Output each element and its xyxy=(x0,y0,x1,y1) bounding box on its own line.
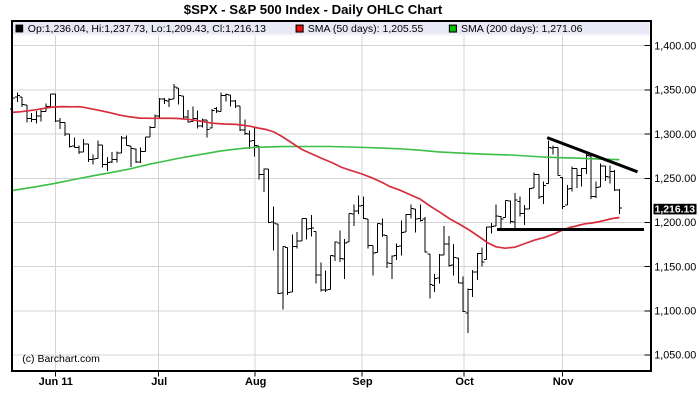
svg-text:Op:1,236.04, Hi:1,237.73, Lo:1: Op:1,236.04, Hi:1,237.73, Lo:1,209.43, C… xyxy=(28,23,266,35)
svg-text:Jun 11: Jun 11 xyxy=(39,376,73,388)
svg-text:SMA (200 days): 1,271.06: SMA (200 days): 1,271.06 xyxy=(461,23,583,35)
svg-text:Nov: Nov xyxy=(553,376,575,388)
svg-text:1,350.00: 1,350.00 xyxy=(654,85,696,97)
svg-text:Jul: Jul xyxy=(151,376,167,388)
svg-text:1,150.00: 1,150.00 xyxy=(654,261,696,273)
svg-text:$SPX - S&P 500 Index - Daily O: $SPX - S&P 500 Index - Daily OHLC Chart xyxy=(184,2,443,17)
svg-text:(c) Barchart.com: (c) Barchart.com xyxy=(22,353,100,365)
svg-text:1,300.00: 1,300.00 xyxy=(654,129,696,141)
svg-text:Sep: Sep xyxy=(352,376,372,388)
svg-text:1,400.00: 1,400.00 xyxy=(654,40,696,52)
svg-text:1,200.00: 1,200.00 xyxy=(654,217,696,229)
svg-text:Aug: Aug xyxy=(245,376,266,388)
svg-text:1,216.13: 1,216.13 xyxy=(655,205,696,216)
svg-text:1,050.00: 1,050.00 xyxy=(654,350,696,362)
svg-text:1,100.00: 1,100.00 xyxy=(654,306,696,318)
svg-text:Oct: Oct xyxy=(455,376,474,388)
svg-text:1,250.00: 1,250.00 xyxy=(654,173,696,185)
svg-text:SMA (50 days): 1,205.55: SMA (50 days): 1,205.55 xyxy=(308,23,424,35)
